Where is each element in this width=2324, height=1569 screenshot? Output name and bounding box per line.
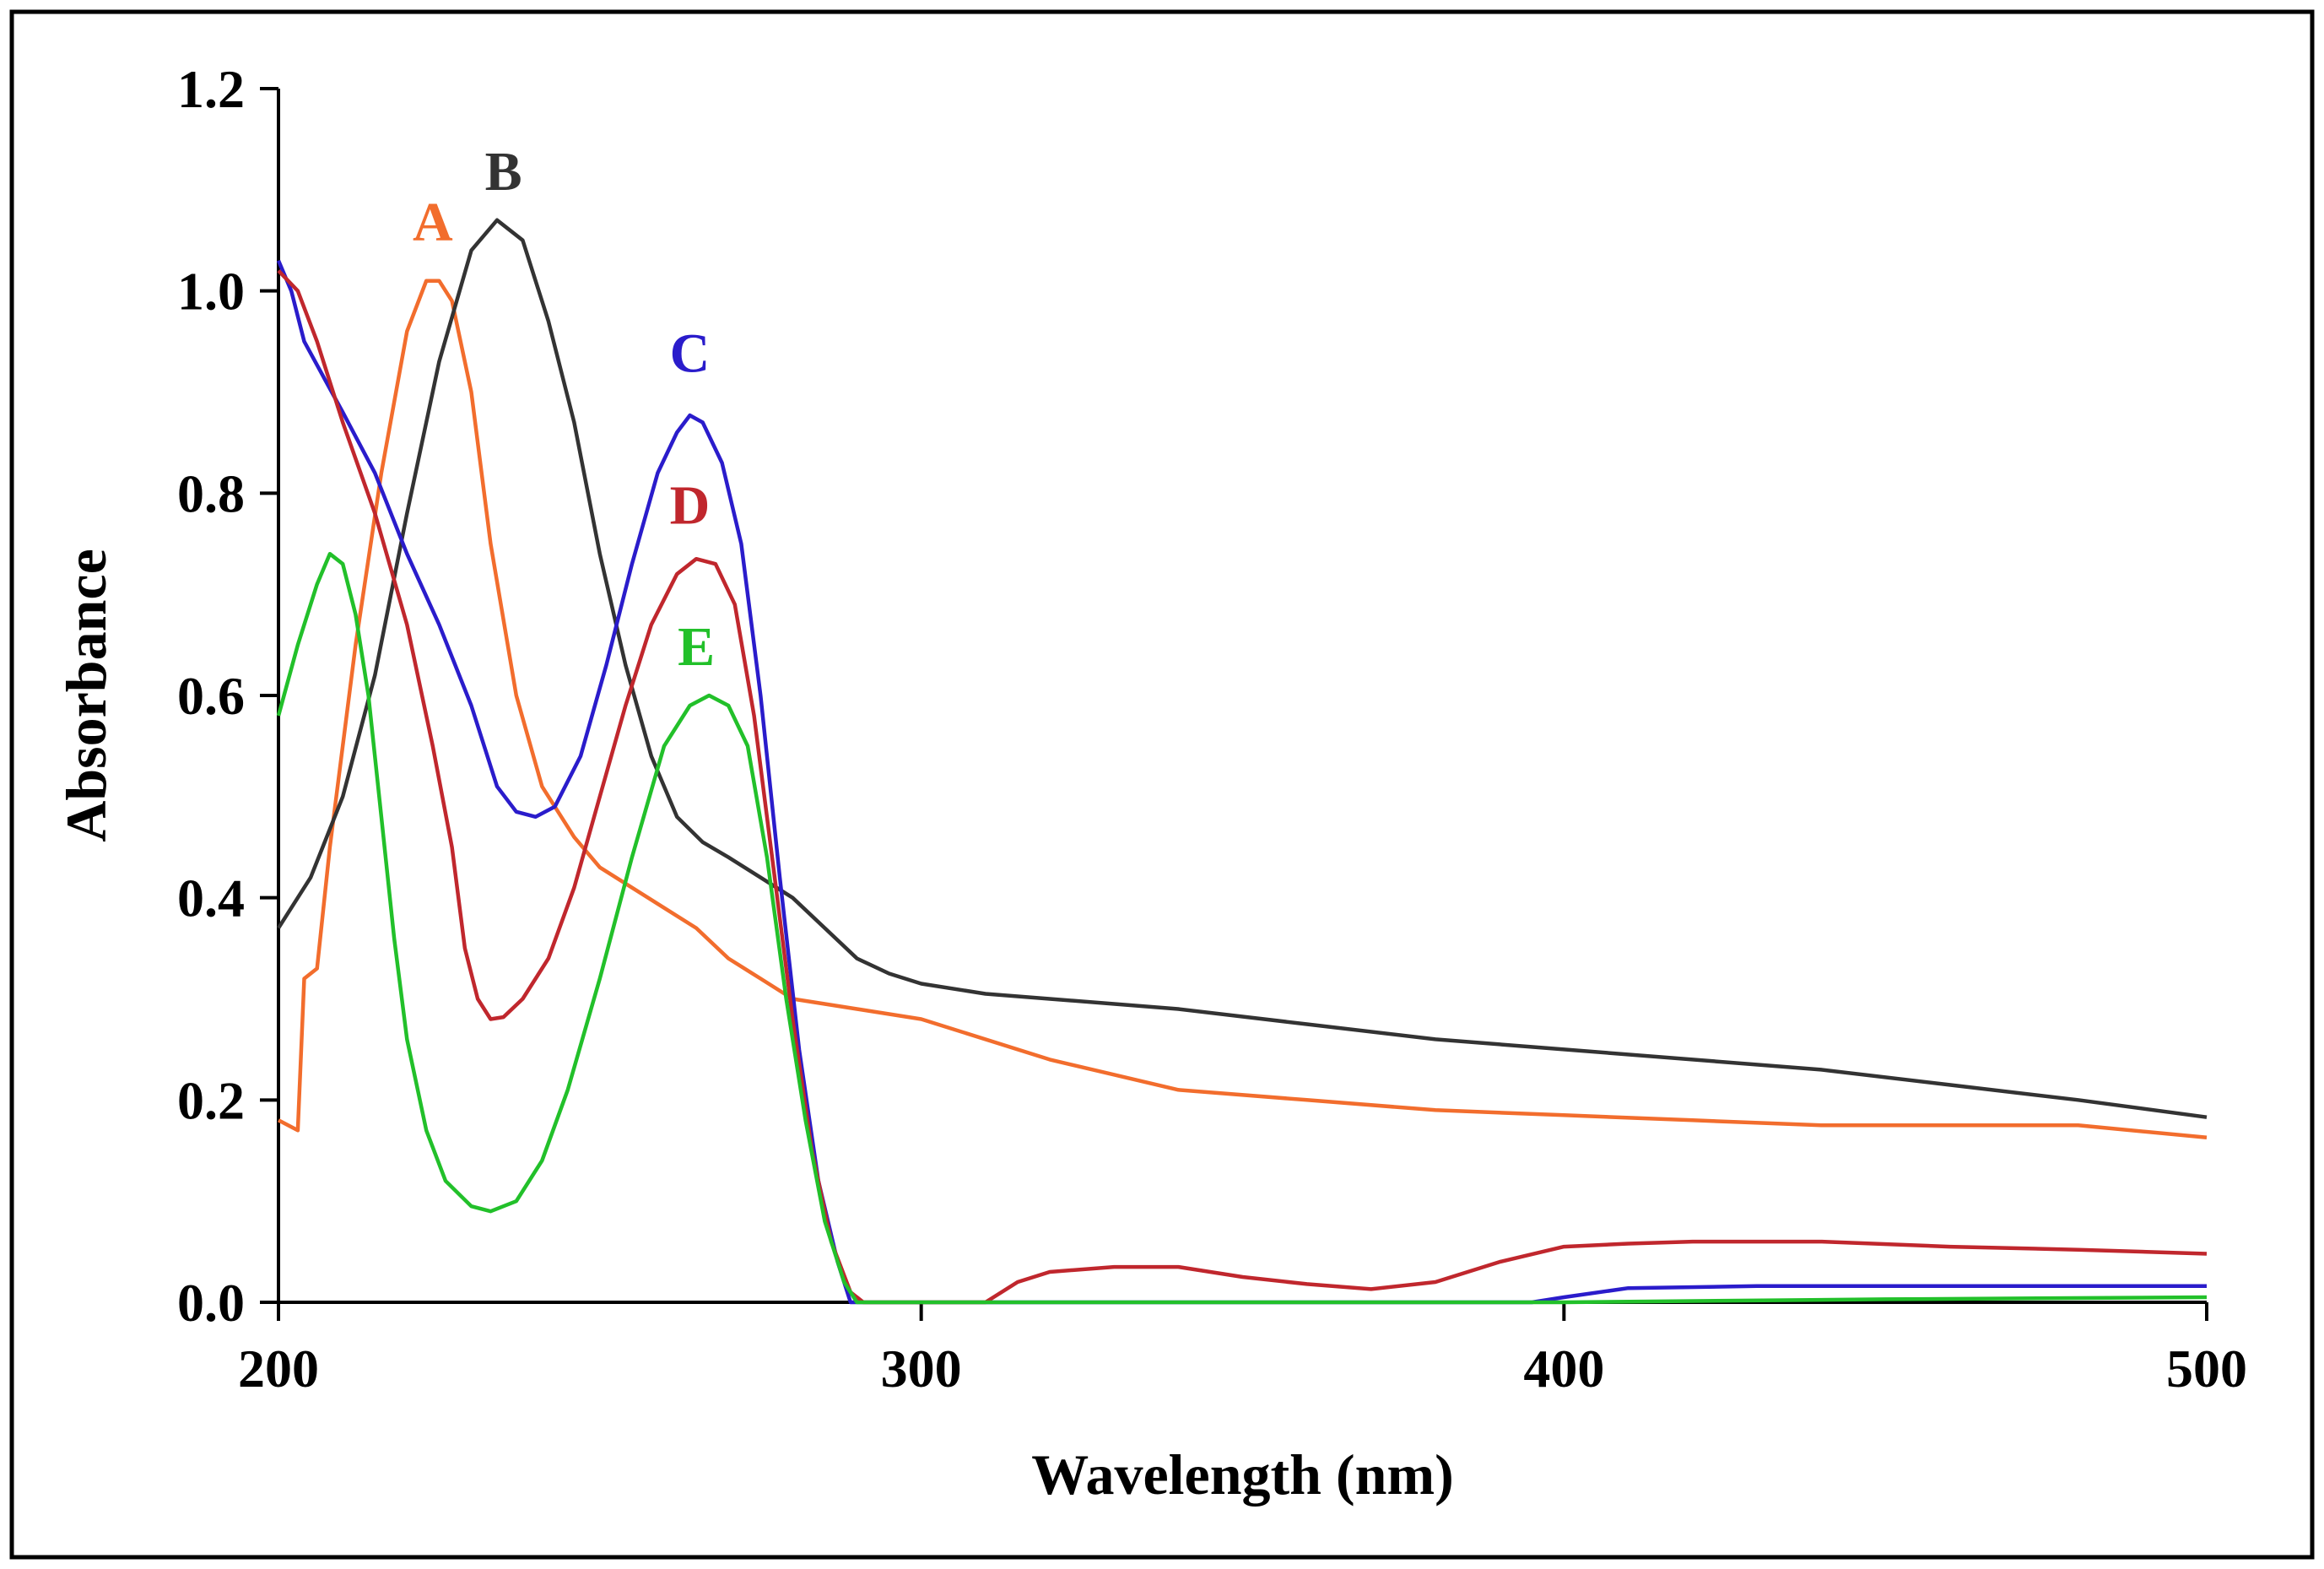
series-line-a [277, 279, 2208, 1139]
x-tick-label: 500 [2166, 1339, 2247, 1399]
series-label-a: A [413, 192, 453, 253]
y-tick-label: 0.6 [177, 666, 245, 726]
y-axis-title: Absorbance [54, 549, 118, 842]
y-tick-label: 0.2 [177, 1070, 245, 1130]
y-tick-label: 0.8 [177, 463, 245, 523]
y-tick-label: 0.4 [177, 868, 245, 928]
ticks: 0.0 0.2 0.4 0.6 0.8 1.0 1.2 200 300 400 500 [177, 59, 2247, 1399]
chart-border [9, 9, 2315, 1560]
series-label-e: E [678, 616, 715, 678]
x-tick-label: 400 [1523, 1339, 1604, 1399]
series-label-d: D [670, 474, 711, 536]
y-tick-label: 0.0 [177, 1273, 245, 1333]
series-line-d [277, 269, 2208, 1305]
series-lines [276, 218, 2208, 1305]
y-tick-label: 1.0 [177, 262, 245, 322]
series-label-c: C [670, 323, 711, 385]
y-tick-label: 1.2 [177, 59, 245, 119]
series-line-b [277, 218, 2208, 1119]
x-tick-label: 300 [881, 1339, 962, 1399]
series-labels: AB C D E [413, 141, 715, 678]
x-axis-title: Wavelength (nm) [1031, 1442, 1454, 1507]
series-label-b: B [485, 141, 522, 203]
x-tick-label: 200 [238, 1339, 319, 1399]
series-line-e [276, 551, 2208, 1305]
